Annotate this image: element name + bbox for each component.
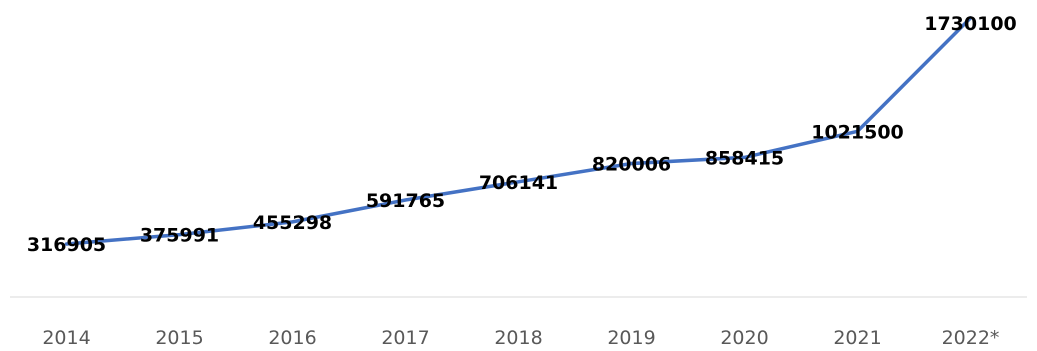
data-labels: 316905 375991 455298 591765 706141 820006 8584… <box>27 13 1017 256</box>
x-tick-label: 2022* <box>942 327 1000 349</box>
x-tick-label: 2016 <box>268 327 316 349</box>
data-label: 455298 <box>253 212 332 234</box>
data-label: 858415 <box>705 147 784 169</box>
x-tick-label: 2021 <box>833 327 881 349</box>
x-tick-label: 2020 <box>720 327 768 349</box>
x-tick-label: 2017 <box>381 327 429 349</box>
series-line <box>64 16 973 246</box>
data-label: 375991 <box>140 225 219 247</box>
x-tick-label: 2018 <box>494 327 542 349</box>
data-label: 316905 <box>27 234 106 256</box>
data-label: 706141 <box>479 172 558 194</box>
data-label: 1021500 <box>811 121 904 143</box>
x-tick-label: 2019 <box>607 327 655 349</box>
x-tick-labels: 2014 2015 2016 2017 2018 2019 2020 2021 2022* <box>42 327 999 349</box>
x-tick-label: 2014 <box>42 327 90 349</box>
data-label: 591765 <box>366 190 445 212</box>
x-tick-label: 2015 <box>155 327 203 349</box>
data-label: 820006 <box>592 154 671 176</box>
data-label: 1730100 <box>924 13 1017 35</box>
